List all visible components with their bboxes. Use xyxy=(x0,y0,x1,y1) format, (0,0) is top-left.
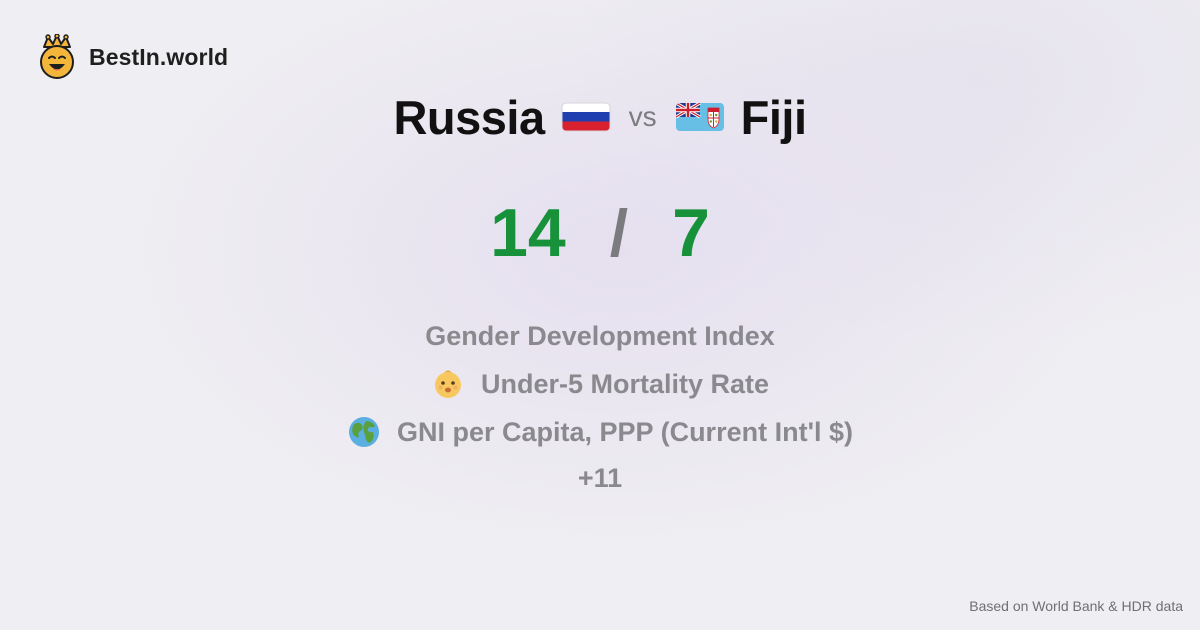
metric-gni-per-capita[interactable]: GNI per Capita, PPP (Current Int'l $) xyxy=(0,408,1200,456)
vs-label: vs xyxy=(628,101,657,132)
metric-label: Under-5 Mortality Rate xyxy=(480,368,770,399)
metric-under5-mortality-rate[interactable]: Under-5 Mortality Rate xyxy=(0,360,1200,408)
baby-icon xyxy=(434,370,461,398)
comparison-title: Russia vs xyxy=(0,84,1200,150)
score: 14 / 7 xyxy=(0,190,1200,276)
metric-label: Gender Development Index xyxy=(425,320,775,351)
more-metrics-count[interactable]: +11 xyxy=(0,454,1200,502)
left-score: 14 xyxy=(490,195,566,271)
metrics-list: Gender Development Index Under-5 Mortali… xyxy=(0,312,1200,502)
left-country-name[interactable]: Russia xyxy=(393,90,545,144)
crowned-smiley-icon xyxy=(40,34,74,79)
brand[interactable]: BestIn.world xyxy=(38,34,228,80)
brand-name: BestIn.world xyxy=(89,43,229,70)
more-label: +11 xyxy=(577,462,623,493)
russia-flag-icon xyxy=(561,102,611,132)
data-source-note: Based on World Bank & HDR data xyxy=(969,598,1183,614)
right-score: 7 xyxy=(672,195,710,271)
globe-icon xyxy=(349,417,379,447)
metric-label: GNI per Capita, PPP (Current Int'l $) xyxy=(397,416,853,447)
metric-gender-development-index[interactable]: Gender Development Index xyxy=(0,312,1200,360)
right-country-name[interactable]: Fiji xyxy=(740,90,807,144)
score-separator: / xyxy=(609,196,629,270)
fiji-flag-icon xyxy=(675,103,724,131)
